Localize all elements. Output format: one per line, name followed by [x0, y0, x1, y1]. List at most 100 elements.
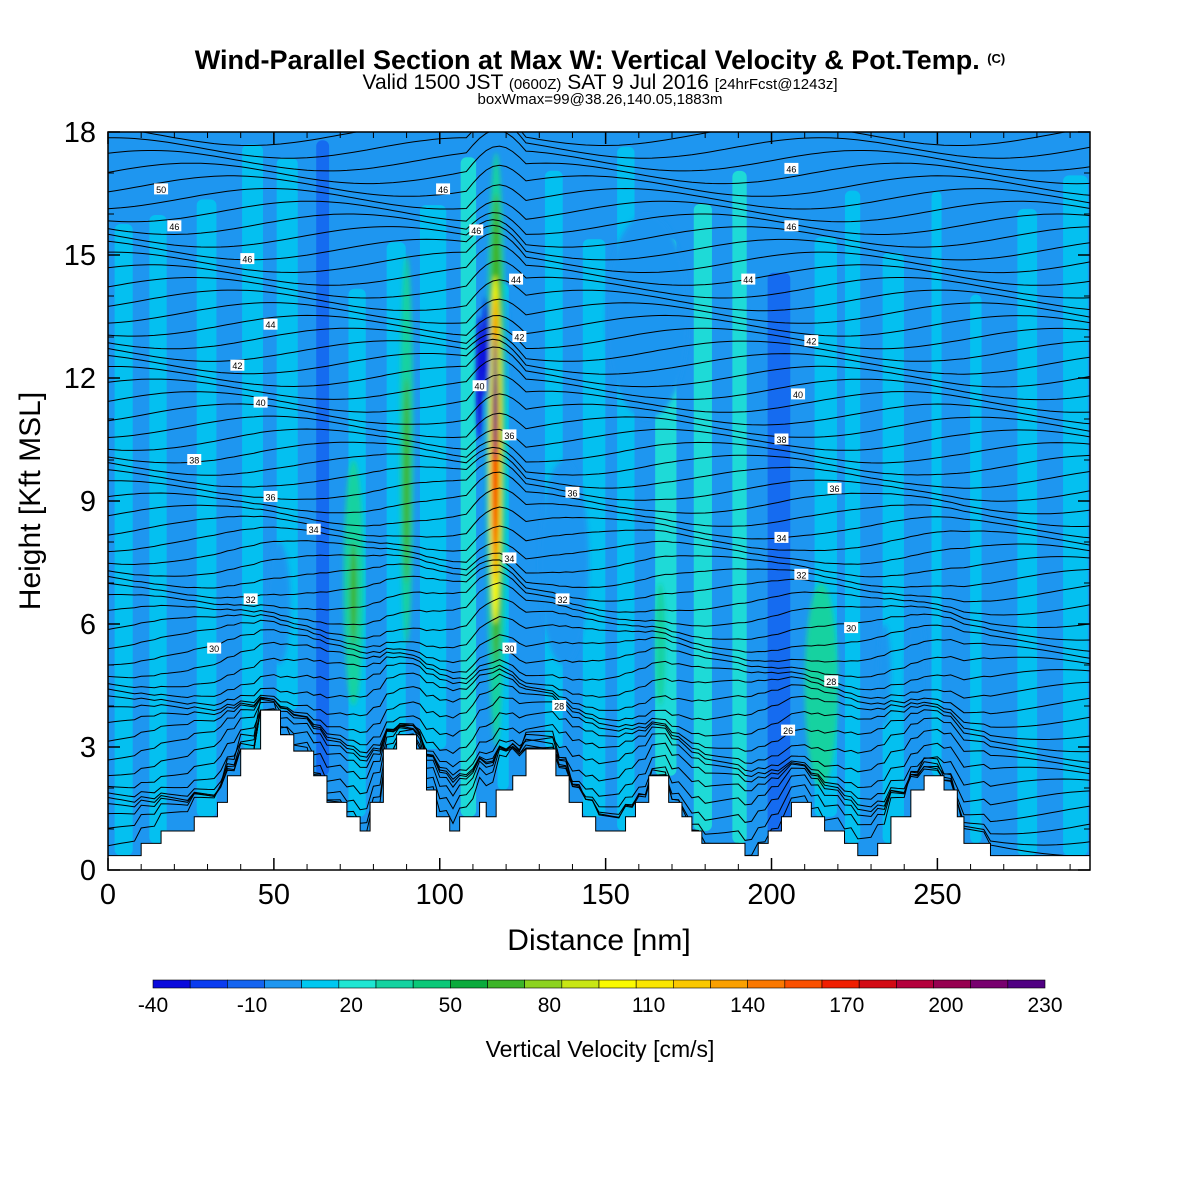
velocity-band [732, 170, 747, 844]
theta-label: 46 [438, 185, 448, 195]
theta-label-bg [741, 273, 756, 285]
colorbar-swatch [375, 979, 414, 989]
x-axis: 0 50 100 150 200 250 [100, 132, 1071, 911]
colorbar-tick-label: -40 [138, 994, 168, 1017]
theta-label-bg [804, 335, 819, 347]
colorbar-tick-label: 110 [632, 994, 665, 1017]
colorbar-swatch [747, 979, 786, 989]
isentrope-line [108, 708, 1090, 789]
colorbar-tick-label: 20 [340, 994, 363, 1017]
theta-label: 32 [557, 595, 567, 605]
velocity-band [196, 199, 217, 817]
isentrope-line [108, 582, 1090, 628]
theta-label: 28 [826, 677, 836, 687]
chart-subtitle: Valid 1500 JST (0600Z) SAT 9 Jul 2016 [2… [362, 71, 838, 94]
theta-label: 32 [796, 570, 806, 580]
chart-box-max-info: boxWmax=99@38.26,140.05,1883m [477, 91, 723, 108]
theta-label-bg [794, 568, 809, 580]
x-axis-label: Distance [nm] [507, 924, 690, 957]
theta-label: 36 [266, 492, 276, 502]
terrain [108, 709, 1090, 870]
theta-label: 50 [156, 185, 166, 195]
colorbar-swatch [450, 979, 488, 989]
x-tick-label: 200 [747, 879, 795, 911]
theta-label: 34 [776, 533, 786, 543]
colorbar: -40 -10 20 50 80 110 140 170 200 230 [138, 979, 1063, 1017]
isentrope-line [108, 559, 1090, 589]
isentrope-line [108, 487, 1090, 527]
theta-label-bg [240, 253, 255, 265]
velocity-band [1063, 175, 1088, 856]
velocity-cell [350, 542, 357, 645]
theta-label-bg [827, 482, 842, 494]
isentrope-line [108, 164, 1090, 197]
y-tick-label: 12 [64, 363, 96, 395]
isentrope-line [108, 571, 1090, 616]
isentrope-line [108, 597, 1090, 641]
isentrope-line [108, 629, 1090, 666]
y-tick-label: 15 [64, 240, 96, 272]
theta-label: 28 [554, 702, 564, 712]
velocity-cell [476, 316, 483, 440]
colorbar-swatch [561, 979, 600, 989]
isentrope-line [108, 446, 1090, 476]
velocity-cell [267, 542, 291, 665]
theta-label: 40 [475, 382, 485, 392]
isentrope-line [108, 358, 1090, 401]
isentrope-line [108, 701, 1090, 777]
colorbar-tick-label: 140 [730, 994, 765, 1017]
isentrope-line [108, 232, 1090, 274]
theta-label: 26 [783, 726, 793, 736]
velocity-cell [877, 624, 891, 727]
theta-label-bg [472, 380, 487, 392]
theta-label-bg [552, 700, 567, 711]
isentrope-line [108, 552, 1090, 578]
y-tick-label: 0 [80, 855, 96, 887]
theta-label: 40 [256, 398, 266, 408]
colorbar-swatch [710, 979, 748, 989]
colorbar-label: Vertical Velocity [cm/s] [486, 1036, 715, 1062]
velocity-cell [904, 603, 928, 788]
isentrope-line [108, 132, 1090, 159]
theta-label-bg [263, 490, 278, 502]
isentrope-line [108, 668, 1090, 715]
isentrope-line [108, 145, 1090, 185]
isentrope-line [108, 641, 1090, 679]
velocity-band [242, 144, 263, 750]
colorbar-swatch [970, 979, 1009, 989]
isentrope-line [108, 540, 1090, 566]
colorbar-swatch [152, 979, 191, 989]
colorbar-swatch [1007, 979, 1046, 989]
colorbar-tick-label: 200 [928, 994, 963, 1017]
theta-label: 46 [786, 164, 796, 174]
theta-label-bg [824, 675, 839, 687]
theta-label: 46 [242, 255, 252, 265]
x-tick-label: 100 [416, 879, 464, 911]
colorbar-swatch [821, 979, 860, 989]
colorbar-swatch [896, 979, 934, 989]
theta-label: 36 [504, 431, 514, 441]
theta-label-bg [187, 454, 202, 465]
theta-label-bg [469, 224, 484, 236]
y-tick-label: 18 [64, 117, 96, 149]
y-tick-label: 3 [80, 732, 96, 764]
theta-label: 44 [743, 275, 753, 285]
theta-label-bg [167, 220, 182, 232]
x-tick-label: 250 [913, 879, 961, 911]
potential-temperature-labels: 50 46 46 44 42 40 38 36 34 32 30 46 46 44 42 40 36 36 34 32… [154, 162, 859, 736]
theta-label-bg [253, 396, 268, 408]
isentrope-line [108, 656, 1090, 691]
velocity-band [114, 223, 133, 856]
y-axis-label: Height [Kft MSL] [14, 392, 47, 610]
velocity-cell [403, 378, 410, 583]
velocity-band [931, 191, 942, 776]
velocity-band [882, 252, 904, 844]
isentrope-line [108, 682, 1090, 741]
theta-label-bg [774, 531, 789, 543]
theta-label: 34 [504, 554, 514, 564]
theta-label: 30 [504, 644, 514, 654]
theta-label-bg [565, 486, 580, 498]
colorbar-tick-label: 80 [538, 994, 561, 1017]
colorbar-tick-label: -10 [237, 994, 267, 1017]
